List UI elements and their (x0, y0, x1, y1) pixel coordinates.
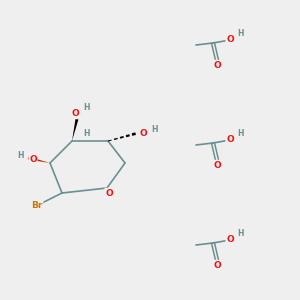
Text: O: O (213, 260, 221, 269)
Text: H: H (83, 130, 89, 139)
Text: Br: Br (31, 200, 43, 209)
Text: H: H (238, 29, 244, 38)
Text: H: H (238, 130, 244, 139)
Text: O: O (226, 35, 234, 44)
Text: H: H (151, 124, 157, 134)
Polygon shape (28, 157, 50, 163)
Text: O: O (139, 130, 147, 139)
Text: H: H (238, 230, 244, 238)
Text: H: H (18, 152, 24, 160)
Text: O: O (29, 154, 37, 164)
Text: O: O (213, 160, 221, 169)
Text: O: O (105, 188, 113, 197)
Text: O: O (226, 136, 234, 145)
Text: O: O (226, 236, 234, 244)
Polygon shape (72, 119, 79, 141)
Text: H: H (83, 103, 89, 112)
Text: O: O (71, 110, 79, 118)
Text: O: O (213, 61, 221, 70)
